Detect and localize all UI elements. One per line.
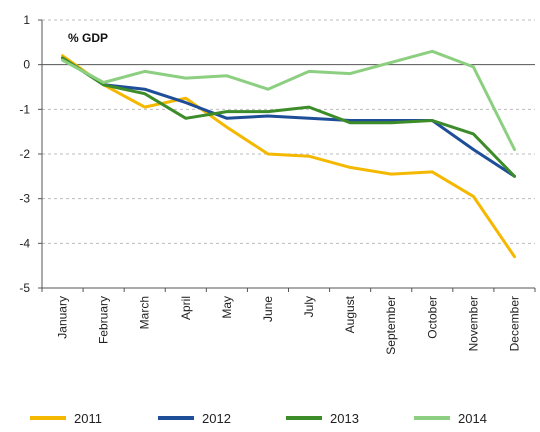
x-tick-label: March xyxy=(138,296,152,329)
x-tick-label: October xyxy=(425,296,439,339)
x-tick-label: January xyxy=(56,296,70,339)
y-tick-label: -5 xyxy=(19,281,30,295)
x-axis-tick-labels: January February March April May June July Augu… xyxy=(56,295,522,354)
series-line-2011 xyxy=(61,54,516,259)
legend-label-2014: 2014 xyxy=(458,411,487,426)
y-tick-label: 1 xyxy=(23,13,30,27)
legend-label-2012: 2012 xyxy=(202,411,231,426)
axes xyxy=(38,19,536,292)
y-tick-label: -1 xyxy=(19,102,30,116)
legend-label-2013: 2013 xyxy=(330,411,359,426)
series-line-2014 xyxy=(61,49,516,151)
legend-label-2011: 2011 xyxy=(74,411,102,426)
unit-label: % GDP xyxy=(68,31,108,45)
x-tick-label: December xyxy=(507,296,521,351)
x-tick-label: July xyxy=(302,296,316,317)
y-tick-label: -3 xyxy=(19,192,30,206)
gridlines xyxy=(42,19,535,244)
legend: 2011 2012 2013 2014 xyxy=(30,411,487,426)
x-tick-label: February xyxy=(97,296,111,344)
y-tick-label: 0 xyxy=(23,58,30,72)
x-tick-label: August xyxy=(343,295,357,333)
x-tick-label: November xyxy=(466,296,480,351)
series-line-2013 xyxy=(61,56,516,178)
y-tick-label: -4 xyxy=(19,236,30,250)
y-tick-label: -2 xyxy=(19,147,30,161)
x-tick-label: April xyxy=(179,296,193,320)
y-axis-tick-labels: 1 0 -1 -2 -3 -4 -5 xyxy=(19,13,30,295)
series-lines xyxy=(61,49,516,259)
x-tick-label: June xyxy=(261,296,275,322)
series-line-2012 xyxy=(61,56,516,178)
x-tick-label: May xyxy=(220,296,234,319)
x-tick-label: September xyxy=(384,296,398,355)
